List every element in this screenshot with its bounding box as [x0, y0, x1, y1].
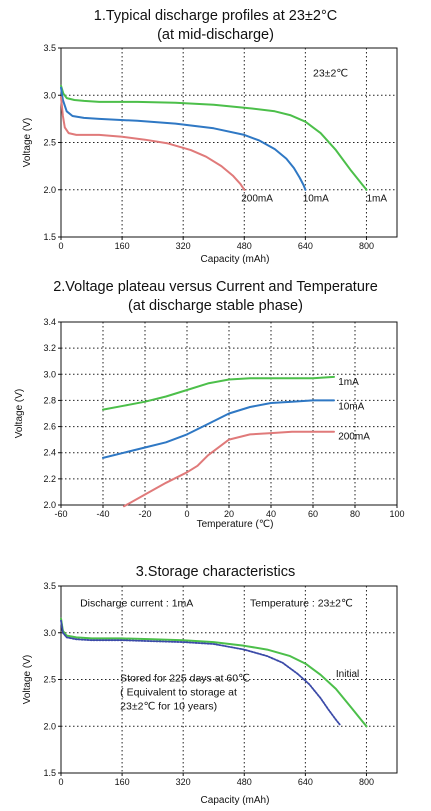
- c1-y-tick-label-0: 1.5: [43, 232, 56, 242]
- c1-y-tick-label-3: 3.0: [43, 90, 56, 100]
- c1-series-line-2: [60, 96, 246, 191]
- c2-x-tick-label-4: 20: [224, 509, 234, 519]
- c2-series-label-2: 200mA: [338, 432, 370, 443]
- c3-x-tick-label-2: 320: [176, 777, 191, 787]
- c3-y-tick-label-1: 2.0: [43, 721, 56, 731]
- c1-series-label-2: 200mA: [241, 193, 273, 204]
- c2-series-line-1: [102, 399, 335, 459]
- c1-y-tick-label-4: 3.5: [43, 43, 56, 53]
- c3-y-tick-label-2: 2.5: [43, 675, 56, 685]
- c2-y-tick-label-1: 2.2: [43, 474, 56, 484]
- c3-x-tick-label-4: 640: [298, 777, 313, 787]
- c1-x-tick-label-2: 320: [176, 241, 191, 251]
- c2-y-tick-label-0: 2.0: [43, 500, 56, 510]
- c2-y-tick-label-3: 2.6: [43, 422, 56, 432]
- c2-x-tick-label-8: 100: [389, 509, 404, 519]
- chart-1-title-line1: 1.Typical discharge profiles at 23±2°C: [93, 8, 338, 24]
- c3-annotation-1: Temperature : 23±2℃: [250, 598, 353, 610]
- c2-series-line-2: [123, 430, 335, 508]
- c3-annotation-4: 23±2℃ for 10 years): [120, 700, 217, 712]
- c2-x-tick-label-3: 0: [184, 509, 189, 519]
- chart-2-title-line1: 2.Voltage plateau versus Current and Tem…: [53, 279, 378, 295]
- c1-series-line-1: [60, 86, 307, 191]
- c3-y-tick-label-4: 3.5: [43, 581, 56, 591]
- c2-y-tick-label-4: 2.8: [43, 395, 56, 405]
- c2-x-tick-label-6: 60: [308, 509, 318, 519]
- c3-x-tick-label-1: 160: [115, 777, 130, 787]
- chart-2-title: 2.Voltage plateau versus Current and Tem…: [0, 278, 431, 316]
- c3-y-axis-label: Voltage (V): [22, 655, 33, 704]
- c3-x-axis-label: Capacity (mAh): [201, 795, 270, 806]
- chart-2-subtitle: (at discharge stable phase): [128, 298, 303, 314]
- c3-y-tick-label-3: 3.0: [43, 628, 56, 638]
- chart-3-title-line1: 3.Storage characteristics: [135, 564, 296, 580]
- c2-y-tick-label-6: 3.2: [43, 343, 56, 353]
- c2-series-line-0: [102, 375, 335, 411]
- c1-series-label-0: 1mA: [366, 193, 387, 204]
- c2-x-tick-label-5: 40: [266, 509, 276, 519]
- c1-x-tick-label-4: 640: [298, 241, 313, 251]
- c3-series-line-0: [60, 617, 368, 728]
- c3-annotation-2: Stored for 225 days at 60℃: [120, 672, 250, 684]
- c1-x-tick-label-3: 480: [237, 241, 252, 251]
- c3-x-tick-label-3: 480: [237, 777, 252, 787]
- c2-y-tick-label-7: 3.4: [43, 317, 56, 327]
- c3-x-tick-label-0: 0: [58, 777, 63, 787]
- c1-annotation-0: 23±2℃: [313, 67, 348, 79]
- c2-y-axis-label: Voltage (V): [14, 389, 25, 438]
- c1-x-tick-label-0: 0: [58, 241, 63, 251]
- c3-series-label-0: Initial: [336, 669, 359, 680]
- c2-x-tick-label-1: -40: [96, 509, 109, 519]
- chart-1-subtitle: (at mid-discharge): [157, 27, 274, 43]
- c2-x-tick-label-0: -60: [54, 509, 67, 519]
- c2-x-axis-label: Temperature (℃): [197, 519, 274, 530]
- c2-series-label-1: 10mA: [338, 402, 364, 413]
- c2-y-tick-label-5: 3.0: [43, 369, 56, 379]
- c1-y-tick-label-2: 2.5: [43, 138, 56, 148]
- chart-3-title: 3.Storage characteristics: [0, 563, 431, 582]
- c2-x-tick-label-2: -20: [138, 509, 151, 519]
- chart-1-title: 1.Typical discharge profiles at 23±2°C (…: [0, 7, 431, 45]
- c1-x-tick-label-1: 160: [115, 241, 130, 251]
- c2-y-tick-label-2: 2.4: [43, 448, 56, 458]
- c1-series-label-1: 10mA: [303, 193, 329, 204]
- c3-series-line-1: [60, 619, 341, 726]
- c1-x-axis-label: Capacity (mAh): [201, 254, 270, 265]
- c3-x-tick-label-5: 800: [359, 777, 374, 787]
- c2-series-label-0: 1mA: [338, 377, 359, 388]
- c3-annotation-3: ( Equivalent to storage at: [120, 686, 237, 698]
- c3-y-tick-label-0: 1.5: [43, 768, 56, 778]
- c3-annotation-0: Discharge current : 1mA: [80, 598, 193, 610]
- c1-x-tick-label-5: 800: [359, 241, 374, 251]
- c1-series-line-0: [60, 84, 368, 191]
- c1-y-tick-label-1: 2.0: [43, 185, 56, 195]
- c2-x-tick-label-7: 80: [350, 509, 360, 519]
- c1-y-axis-label: Voltage (V): [22, 118, 33, 167]
